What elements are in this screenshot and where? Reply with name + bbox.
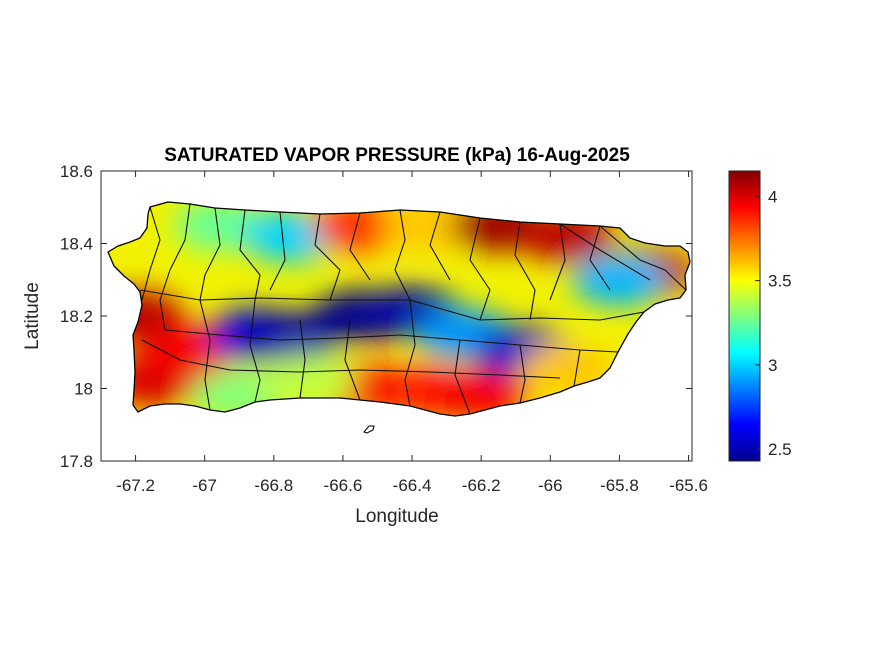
x-tick-label: -67.2 [116, 476, 155, 495]
x-tick-label: -66.4 [393, 476, 432, 495]
x-tick-label: -67 [192, 476, 217, 495]
y-axis-label: Latitude [22, 282, 43, 350]
x-axis-label: Longitude [355, 506, 438, 527]
map-layer [107, 201, 691, 434]
island-coastline [107, 201, 691, 417]
y-tick-label: 18.4 [60, 235, 93, 254]
municipio-boundary [589, 225, 611, 291]
y-tick-label: 18.2 [60, 307, 93, 326]
caja-de-muertos-island [363, 425, 375, 434]
y-axis: 17.8 18 18.2 18.4 18.6 [60, 162, 692, 471]
municipio-boundary [549, 223, 566, 301]
municipio-boundary [199, 299, 211, 411]
municipio-boundary [599, 225, 687, 291]
colorbar-tick-label: 3 [768, 356, 777, 375]
municipio-boundary [164, 329, 619, 353]
x-tick-label: -66.6 [324, 476, 363, 495]
colorbar-gradient [728, 170, 761, 462]
y-tick-label: 18 [74, 380, 93, 399]
municipio-boundary [349, 212, 371, 281]
municipio-boundary [314, 213, 341, 301]
colorbar-ticks: 2.5 3 3.5 4 [755, 187, 792, 459]
municipio-boundary [141, 339, 561, 379]
municipio-boundary [519, 344, 526, 404]
municipio-boundary [239, 209, 261, 301]
colorbar-tick-label: 4 [768, 187, 777, 206]
y-tick-label: 18.6 [60, 162, 93, 181]
x-tick-label: -66 [538, 476, 563, 495]
x-tick-label: -65.6 [669, 476, 708, 495]
municipio-boundary [269, 211, 286, 291]
colorbar-tick-label: 2.5 [768, 440, 792, 459]
y-tick-label: 17.8 [60, 452, 93, 471]
municipio-boundary [559, 223, 651, 281]
x-tick-label: -66.8 [254, 476, 293, 495]
municipio-boundary [454, 339, 471, 415]
municipio-boundary [299, 319, 306, 399]
municipio-boundary [249, 299, 261, 403]
municipio-boundary [394, 209, 411, 301]
colorbar-tick-label: 3.5 [768, 272, 792, 291]
municipio-boundary [344, 319, 361, 401]
chart-title: SATURATED VAPOR PRESSURE (kPa) 16-Aug-20… [164, 145, 630, 166]
municipio-boundary [429, 211, 451, 281]
x-tick-label: -65.8 [600, 476, 639, 495]
municipio-boundaries [139, 203, 687, 415]
municipio-boundary [141, 206, 161, 301]
municipio-boundary [514, 221, 536, 321]
municipio-boundary [573, 349, 581, 387]
x-axis: -67.2 -67 -66.8 -66.6 -66.4 -66.2 -66 -65.8 -65.… [116, 171, 708, 495]
municipio-boundary [159, 203, 191, 331]
colorbar: 2.5 3 3.5 4 [728, 170, 792, 462]
municipio-boundary [199, 207, 221, 301]
field-blob [571, 253, 668, 306]
field-blob [260, 355, 357, 408]
x-tick-label: -66.2 [462, 476, 501, 495]
municipio-boundary [404, 299, 416, 407]
municipio-boundary [469, 217, 491, 321]
